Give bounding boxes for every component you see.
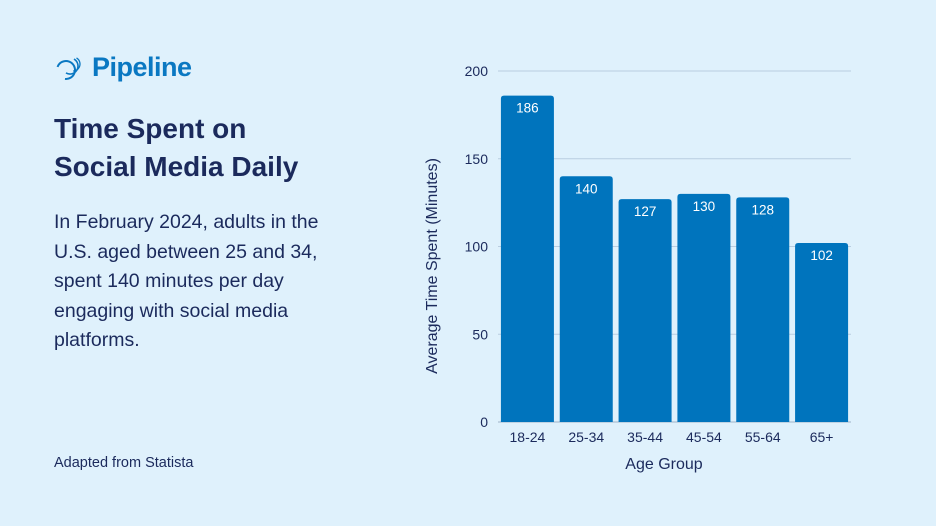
description: In February 2024, adults in the U.S. age… xyxy=(54,211,319,351)
x-tick-label: 55-64 xyxy=(745,429,781,445)
bar-35-44 xyxy=(618,199,672,422)
data-label: 127 xyxy=(634,204,657,219)
x-tick-label: 45-54 xyxy=(686,429,722,445)
brand-logo: Pipeline xyxy=(54,52,192,83)
x-tick-label: 18-24 xyxy=(510,429,546,445)
pipeline-logo-icon xyxy=(56,55,81,80)
data-label: 102 xyxy=(810,248,833,263)
bar-18-24 xyxy=(500,95,554,422)
data-label: 128 xyxy=(751,202,774,217)
brand-name: Pipeline xyxy=(92,52,192,82)
x-tick-label: 65+ xyxy=(810,429,834,445)
x-tick-label: 25-34 xyxy=(568,429,604,445)
y-tick-label: 200 xyxy=(465,63,489,79)
data-label: 140 xyxy=(575,181,598,196)
bar-25-34 xyxy=(559,176,613,422)
y-tick-label: 100 xyxy=(465,239,489,255)
bar-45-54 xyxy=(677,193,731,422)
title-line-1: Time Spent on xyxy=(54,113,247,144)
y-axis-label: Average Time Spent (Minutes) xyxy=(424,158,441,374)
bar-55-64 xyxy=(736,197,790,422)
y-tick-label: 150 xyxy=(465,151,489,167)
x-axis-label: Age Group xyxy=(625,456,702,473)
source-note: Adapted from Statista xyxy=(54,455,194,471)
y-tick-label: 50 xyxy=(472,326,488,342)
bar-65+ xyxy=(795,242,849,422)
data-label: 186 xyxy=(516,101,539,116)
title-line-2: Social Media Daily xyxy=(54,151,299,182)
y-tick-label: 0 xyxy=(480,414,488,430)
data-label: 130 xyxy=(693,199,716,214)
page-title: Time Spent on Social Media Daily xyxy=(54,110,298,186)
x-tick-label: 35-44 xyxy=(627,429,663,445)
